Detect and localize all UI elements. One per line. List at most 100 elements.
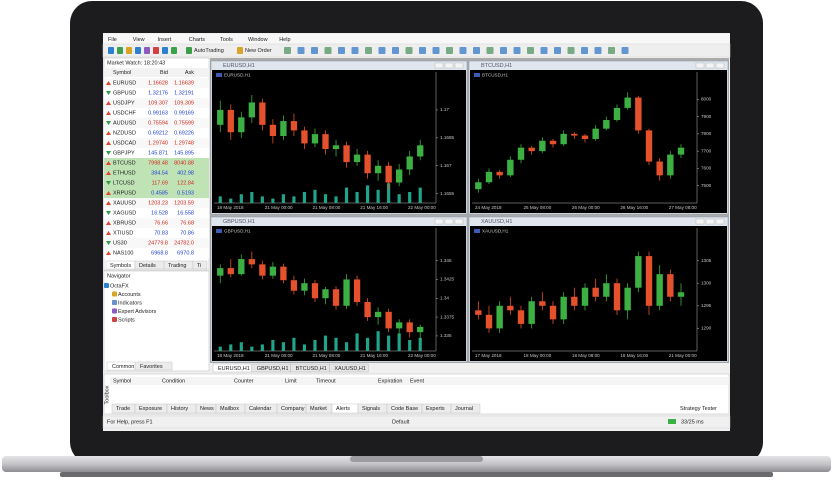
tab-label[interactable]: Mailbox — [220, 406, 239, 412]
window-button[interactable] — [434, 218, 444, 225]
row-bg[interactable] — [104, 198, 209, 208]
window-button[interactable] — [705, 218, 715, 225]
window-button[interactable] — [695, 62, 705, 69]
tab[interactable] — [450, 403, 481, 414]
tab-label[interactable]: Exposure — [139, 406, 162, 412]
tool-icon[interactable] — [378, 47, 386, 54]
window-button[interactable] — [695, 218, 705, 225]
tool-icon[interactable] — [284, 47, 291, 54]
row-bg[interactable] — [104, 168, 209, 178]
row-bg[interactable] — [104, 208, 209, 218]
new-order-button[interactable]: New Order — [245, 48, 272, 54]
tab-label[interactable]: Trade — [116, 406, 130, 412]
nav-item[interactable]: Expert Advisors — [118, 309, 156, 315]
tab-label[interactable]: Company — [281, 406, 305, 412]
row-bg[interactable] — [104, 128, 209, 138]
strategy-tester-tab[interactable]: Strategy Tester — [680, 406, 717, 412]
tool-icon[interactable] — [500, 47, 507, 54]
tool-icon[interactable] — [446, 47, 453, 54]
row-bg[interactable] — [104, 218, 209, 228]
window-button[interactable] — [454, 218, 464, 225]
window-button[interactable] — [434, 62, 444, 69]
nav-item[interactable]: OctaFX — [110, 283, 129, 289]
chart-tab-label[interactable]: EURUSD,H1 — [218, 366, 250, 372]
tool-icon[interactable] — [419, 47, 426, 54]
tool-icon[interactable] — [171, 47, 177, 54]
row-bg[interactable] — [104, 228, 209, 238]
menu-item[interactable]: File — [108, 37, 117, 43]
tool-icon[interactable] — [621, 47, 629, 54]
menu-item[interactable]: Insert — [158, 37, 172, 43]
row-bg[interactable] — [104, 138, 209, 148]
nav-item[interactable]: Indicators — [118, 300, 142, 306]
tool-icon[interactable] — [527, 47, 534, 54]
tool-icon[interactable] — [459, 47, 467, 54]
tool-icon[interactable] — [237, 47, 243, 54]
tab-label[interactable]: Code Base — [391, 406, 418, 412]
tab-label[interactable]: Market — [310, 406, 327, 412]
tab[interactable] — [192, 260, 208, 270]
tool-icon[interactable] — [324, 47, 332, 54]
tab-label[interactable]: News — [200, 406, 214, 412]
menu-item[interactable]: View — [133, 37, 145, 43]
tool-icon[interactable] — [338, 47, 345, 54]
window-button[interactable] — [444, 62, 454, 69]
tab-label[interactable]: Details — [139, 263, 156, 269]
tool-icon[interactable] — [513, 47, 521, 54]
tab-label[interactable]: Common — [112, 364, 134, 370]
tool-icon[interactable] — [608, 47, 615, 54]
tool-icon[interactable] — [540, 47, 548, 54]
tool-icon[interactable] — [108, 47, 114, 54]
menu-item[interactable]: Help — [279, 37, 290, 43]
row-bg[interactable] — [104, 188, 209, 198]
tab-label[interactable]: Trading — [168, 263, 186, 269]
window-button[interactable] — [715, 62, 725, 69]
autotrading-button[interactable]: AutoTrading — [194, 48, 224, 54]
row-bg[interactable] — [104, 98, 209, 108]
chart-tab-label[interactable]: GBPUSD,H1 — [257, 366, 289, 372]
nav-item[interactable]: Scripts — [118, 317, 135, 323]
tool-icon[interactable] — [473, 47, 480, 54]
menu-item[interactable]: Charts — [189, 37, 205, 43]
tool-icon[interactable] — [581, 47, 588, 54]
tab-label[interactable]: Signals — [362, 406, 380, 412]
tab[interactable] — [134, 361, 173, 371]
tool-icon[interactable] — [351, 47, 359, 54]
tool-icon[interactable] — [365, 47, 372, 54]
tool-icon[interactable] — [135, 47, 141, 54]
tool-icon[interactable] — [554, 47, 561, 54]
menu-item[interactable]: Window — [248, 37, 268, 43]
chart-tab[interactable] — [329, 363, 369, 373]
menu-item[interactable]: Tools — [220, 37, 233, 43]
tab-label[interactable]: Symbols — [110, 263, 131, 269]
tab-label[interactable]: Journal — [455, 406, 473, 412]
tool-icon[interactable] — [594, 47, 602, 54]
window-button[interactable] — [715, 218, 725, 225]
tool-icon[interactable] — [392, 47, 399, 54]
chart-tab-label[interactable]: BTCUSD,H1 — [296, 366, 327, 372]
row-bg[interactable] — [104, 248, 209, 258]
window-button[interactable] — [444, 218, 454, 225]
tab-label[interactable]: Favorites — [140, 364, 163, 370]
row-bg[interactable] — [104, 118, 209, 128]
window-button[interactable] — [454, 62, 464, 69]
tool-icon[interactable] — [126, 47, 132, 54]
tool-icon[interactable] — [162, 47, 168, 54]
tab-label[interactable]: Alerts — [336, 406, 350, 412]
tool-icon[interactable] — [432, 47, 440, 54]
tool-icon[interactable] — [297, 47, 305, 54]
tool-icon[interactable] — [405, 47, 413, 54]
tool-icon[interactable] — [153, 47, 159, 54]
row-bg[interactable] — [104, 88, 209, 98]
tool-icon[interactable] — [144, 47, 150, 54]
row-bg[interactable] — [104, 108, 209, 118]
row-bg[interactable] — [104, 158, 209, 168]
tab-label[interactable]: Ti — [197, 263, 201, 269]
tool-icon[interactable] — [311, 47, 318, 54]
tool-icon[interactable] — [186, 47, 192, 54]
row-bg[interactable] — [104, 238, 209, 248]
tab-label[interactable]: Calendar — [249, 406, 271, 412]
tool-icon[interactable] — [486, 47, 494, 54]
tool-icon[interactable] — [117, 47, 123, 54]
row-bg[interactable] — [104, 178, 209, 188]
